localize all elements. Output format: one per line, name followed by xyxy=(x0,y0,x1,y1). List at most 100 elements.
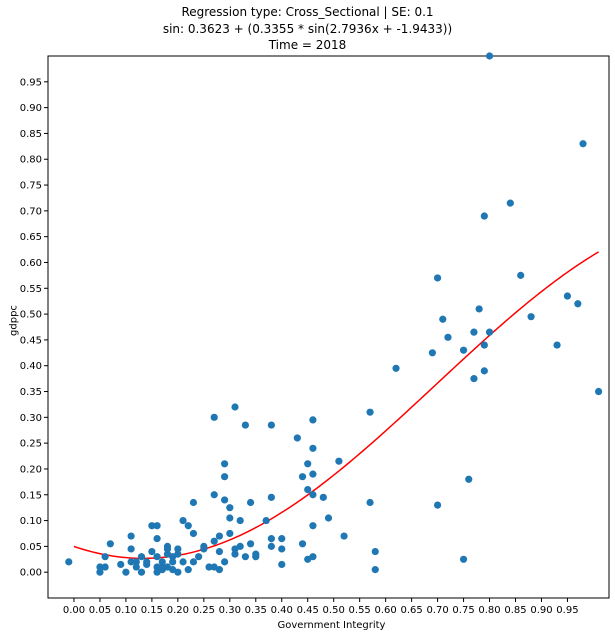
x-tick-label: 0.55 xyxy=(349,605,371,616)
data-point xyxy=(101,553,109,561)
data-point xyxy=(324,514,333,522)
data-point xyxy=(309,491,317,499)
x-tick-label: 0.35 xyxy=(245,605,267,616)
y-tick-label: 0.90 xyxy=(20,103,42,114)
y-tick-label: 0.05 xyxy=(20,542,42,553)
data-point xyxy=(241,421,249,429)
data-point xyxy=(106,540,114,548)
regression-fit-line xyxy=(73,251,599,560)
data-point xyxy=(195,553,203,561)
data-point xyxy=(210,537,218,545)
y-tick-label: 0.10 xyxy=(20,516,42,527)
data-point xyxy=(221,460,229,468)
data-point xyxy=(236,516,244,525)
data-point xyxy=(371,566,379,574)
x-tick-label: 0.00 xyxy=(63,605,85,616)
data-point xyxy=(65,558,73,566)
data-point xyxy=(246,498,255,507)
y-tick-label: 0.65 xyxy=(20,232,42,243)
data-point xyxy=(304,486,312,494)
data-point xyxy=(132,558,140,566)
x-tick-label: 0.25 xyxy=(193,605,215,616)
data-point xyxy=(184,522,192,530)
data-point xyxy=(127,558,135,566)
x-tick-label: 0.60 xyxy=(375,605,397,616)
data-point xyxy=(153,553,161,561)
data-point xyxy=(200,542,208,550)
y-tick-label: 0.15 xyxy=(20,490,42,501)
data-point xyxy=(215,566,224,574)
data-point xyxy=(127,532,135,540)
data-point xyxy=(304,460,312,468)
data-point xyxy=(215,532,224,540)
y-tick-label: 0.50 xyxy=(20,310,42,321)
data-point xyxy=(153,535,161,543)
data-point xyxy=(392,364,400,372)
data-point xyxy=(205,563,213,571)
data-point xyxy=(553,341,561,349)
data-point xyxy=(485,328,494,336)
data-point xyxy=(262,516,270,525)
data-point xyxy=(465,475,473,483)
data-point xyxy=(231,403,239,411)
y-tick-label: 0.80 xyxy=(20,155,42,166)
data-point xyxy=(117,560,125,569)
data-point xyxy=(485,52,494,60)
data-point xyxy=(174,568,182,576)
data-point xyxy=(267,542,275,550)
y-tick-label: 0.60 xyxy=(20,258,42,269)
data-point xyxy=(459,555,468,563)
x-tick-label: 0.75 xyxy=(452,605,474,616)
chart-title-line-1: Regression type: Cross_Sectional | SE: 0… xyxy=(181,5,434,19)
x-tick-label: 0.45 xyxy=(297,605,319,616)
x-tick-label: 0.15 xyxy=(141,605,163,616)
y-tick-label: 0.75 xyxy=(20,181,42,192)
data-point xyxy=(252,550,260,558)
data-point xyxy=(366,408,374,416)
data-point xyxy=(169,558,177,566)
data-point xyxy=(132,563,140,571)
data-point xyxy=(579,140,587,148)
data-point xyxy=(470,375,478,383)
data-point xyxy=(246,540,255,548)
data-point xyxy=(163,545,172,553)
data-point xyxy=(480,212,488,220)
data-point xyxy=(137,568,146,576)
x-tick-label: 0.95 xyxy=(556,605,578,616)
y-tick-label: 0.45 xyxy=(20,335,42,346)
data-point xyxy=(174,550,182,558)
data-point xyxy=(221,473,229,481)
y-tick-label: 0.85 xyxy=(20,129,42,140)
data-point xyxy=(101,563,109,571)
y-tick-label: 0.25 xyxy=(20,439,42,450)
data-point xyxy=(309,553,317,561)
data-point xyxy=(215,547,224,556)
data-point xyxy=(340,532,348,540)
data-point xyxy=(444,333,452,341)
data-point xyxy=(278,560,286,569)
x-tick-label: 0.70 xyxy=(426,605,448,616)
x-tick-label: 0.05 xyxy=(89,605,111,616)
plot-frame xyxy=(47,55,610,599)
data-point xyxy=(480,367,488,375)
x-tick-label: 0.10 xyxy=(115,605,137,616)
data-point xyxy=(127,545,135,553)
data-point xyxy=(480,341,488,349)
data-point xyxy=(278,545,286,553)
data-point xyxy=(221,558,229,566)
data-point xyxy=(179,516,187,525)
data-point xyxy=(298,473,307,481)
data-point xyxy=(475,305,483,313)
data-point xyxy=(319,493,327,501)
data-point xyxy=(298,540,307,548)
data-point xyxy=(267,421,275,429)
data-point xyxy=(189,529,198,538)
data-point xyxy=(158,563,166,571)
y-tick-label: 0.70 xyxy=(20,206,42,217)
data-point xyxy=(506,199,514,207)
y-tick-label: 0.55 xyxy=(20,284,42,295)
data-point xyxy=(267,493,275,501)
data-point xyxy=(574,300,582,308)
data-point xyxy=(309,522,317,530)
x-tick-label: 0.65 xyxy=(400,605,422,616)
